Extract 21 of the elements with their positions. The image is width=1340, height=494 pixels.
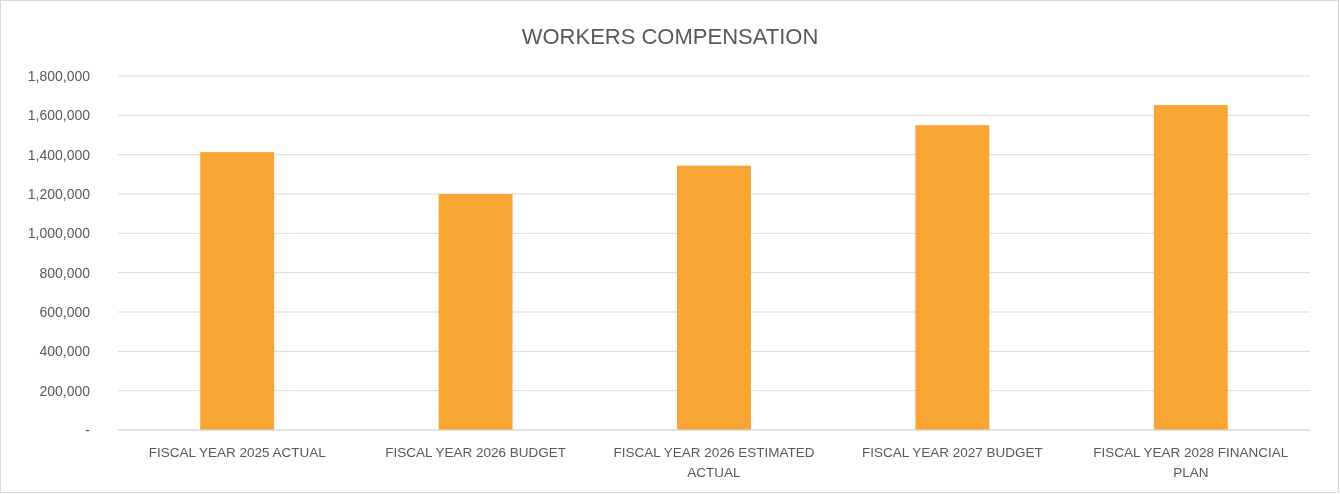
y-tick-label: 200,000 [39, 382, 91, 399]
y-tick-label: 600,000 [39, 303, 91, 320]
x-tick-label: FISCAL YEAR 2026 ESTIMATED ACTUAL [613, 445, 815, 480]
y-tick-label: 1,000,000 [27, 225, 91, 242]
bar [200, 152, 275, 430]
y-tick-label: 1,800,000 [27, 67, 91, 84]
y-tick-label: - [85, 421, 91, 438]
bar [915, 125, 990, 430]
x-tick-label: FISCAL YEAR 2026 BUDGET [385, 445, 567, 460]
y-tick-label: 1,400,000 [27, 146, 91, 163]
bar [677, 165, 751, 430]
y-tick-label: 1,200,000 [27, 185, 91, 202]
chart-title: WORKERS COMPENSATION [521, 24, 819, 49]
y-tick-label: 800,000 [39, 264, 91, 281]
x-tick-label: FISCAL YEAR 2028 FINANCIAL PLAN [1093, 445, 1289, 480]
y-tick-label: 1,600,000 [27, 107, 91, 124]
x-tick-label: FISCAL YEAR 2027 BUDGET [861, 445, 1043, 460]
bar [1153, 105, 1228, 430]
x-tick-label: FISCAL YEAR 2025 ACTUAL [148, 445, 327, 460]
y-tick-label: 400,000 [39, 343, 91, 360]
bar [438, 194, 513, 430]
